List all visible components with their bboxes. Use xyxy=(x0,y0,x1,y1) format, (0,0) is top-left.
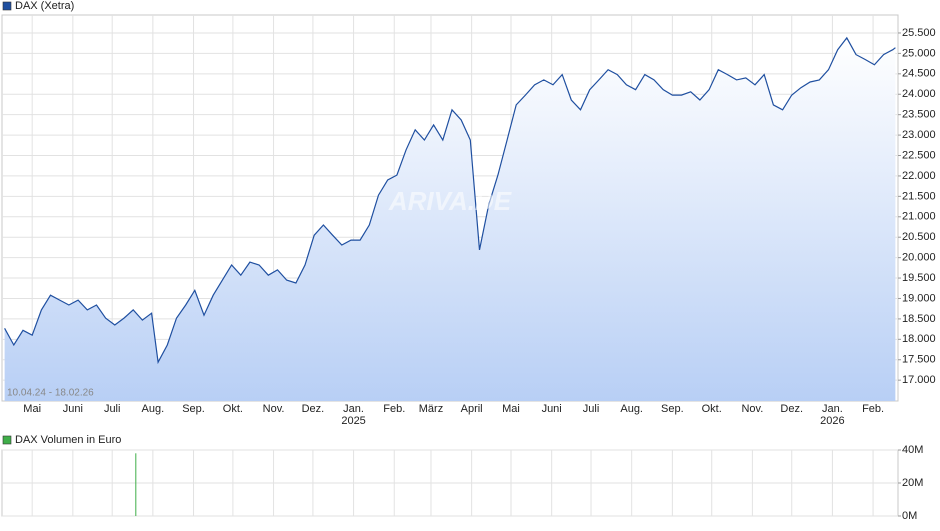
y-tick-label: 23.000 xyxy=(902,129,936,141)
x-tick-label: Nov. xyxy=(263,403,285,415)
y-tick-label: 19.000 xyxy=(902,292,936,304)
x-tick-label: Okt. xyxy=(223,403,243,415)
y-tick-label: 24.000 xyxy=(902,88,936,100)
legend-label: DAX (Xetra) xyxy=(15,0,74,12)
x-tick-label: Mai xyxy=(502,403,520,415)
line xyxy=(4,36,896,365)
y-tick-label: 17.000 xyxy=(902,374,936,386)
legend-swatch xyxy=(2,435,12,445)
x-tick-label: Juli xyxy=(104,403,121,415)
legend-label: DAX Volumen in Euro xyxy=(15,434,121,446)
y-tick-label: 20.500 xyxy=(902,231,936,243)
x-tick-label: Sep. xyxy=(182,403,205,415)
y-tick-label: 23.500 xyxy=(902,109,936,121)
x-tick-label: Okt. xyxy=(702,403,722,415)
x-tick-label: Aug. xyxy=(142,403,165,415)
y-tick-label: 18.000 xyxy=(902,333,936,345)
y-tick-label: 24.500 xyxy=(902,68,936,80)
x-tick-label: April xyxy=(461,403,483,415)
x-tick-label: Jan. xyxy=(343,403,364,415)
y-tick-label: 25.500 xyxy=(902,27,936,39)
x-year-label: 2025 xyxy=(341,415,365,427)
y-tick-label: 40M xyxy=(902,444,923,456)
y-tick-label: 0M xyxy=(902,510,917,522)
x-tick-label: Feb. xyxy=(383,403,405,415)
y-tick-label: 25.000 xyxy=(902,47,936,59)
range-label: 10.04.24 - 18.02.26 xyxy=(7,388,94,399)
x-tick-label: Dez. xyxy=(302,403,325,415)
legend-swatch xyxy=(2,1,12,11)
x-tick-label: Juni xyxy=(542,403,562,415)
x-year-label: 2026 xyxy=(820,415,844,427)
x-tick-label: Juni xyxy=(63,403,83,415)
y-tick-label: 22.500 xyxy=(902,149,936,161)
y-tick-label: 20M xyxy=(902,477,923,489)
x-tick-label: März xyxy=(419,403,443,415)
x-tick-label: Nov. xyxy=(741,403,763,415)
x-tick-label: Jan. xyxy=(822,403,843,415)
bar xyxy=(135,453,137,516)
x-tick-label: Feb. xyxy=(862,403,884,415)
x-tick-label: Aug. xyxy=(620,403,643,415)
x-tick-label: Juli xyxy=(583,403,600,415)
y-tick-label: 21.500 xyxy=(902,190,936,202)
x-tick-label: Dez. xyxy=(780,403,803,415)
y-tick-label: 17.500 xyxy=(902,354,936,366)
x-tick-label: Sep. xyxy=(661,403,684,415)
y-tick-label: 20.000 xyxy=(902,252,936,264)
y-tick-label: 18.500 xyxy=(902,313,936,325)
area xyxy=(4,37,896,402)
y-tick-label: 22.000 xyxy=(902,170,936,182)
y-tick-label: 19.500 xyxy=(902,272,936,284)
watermark: ARIVA.DE xyxy=(388,186,512,216)
y-tick-label: 21.000 xyxy=(902,211,936,223)
x-tick-label: Mai xyxy=(23,403,41,415)
